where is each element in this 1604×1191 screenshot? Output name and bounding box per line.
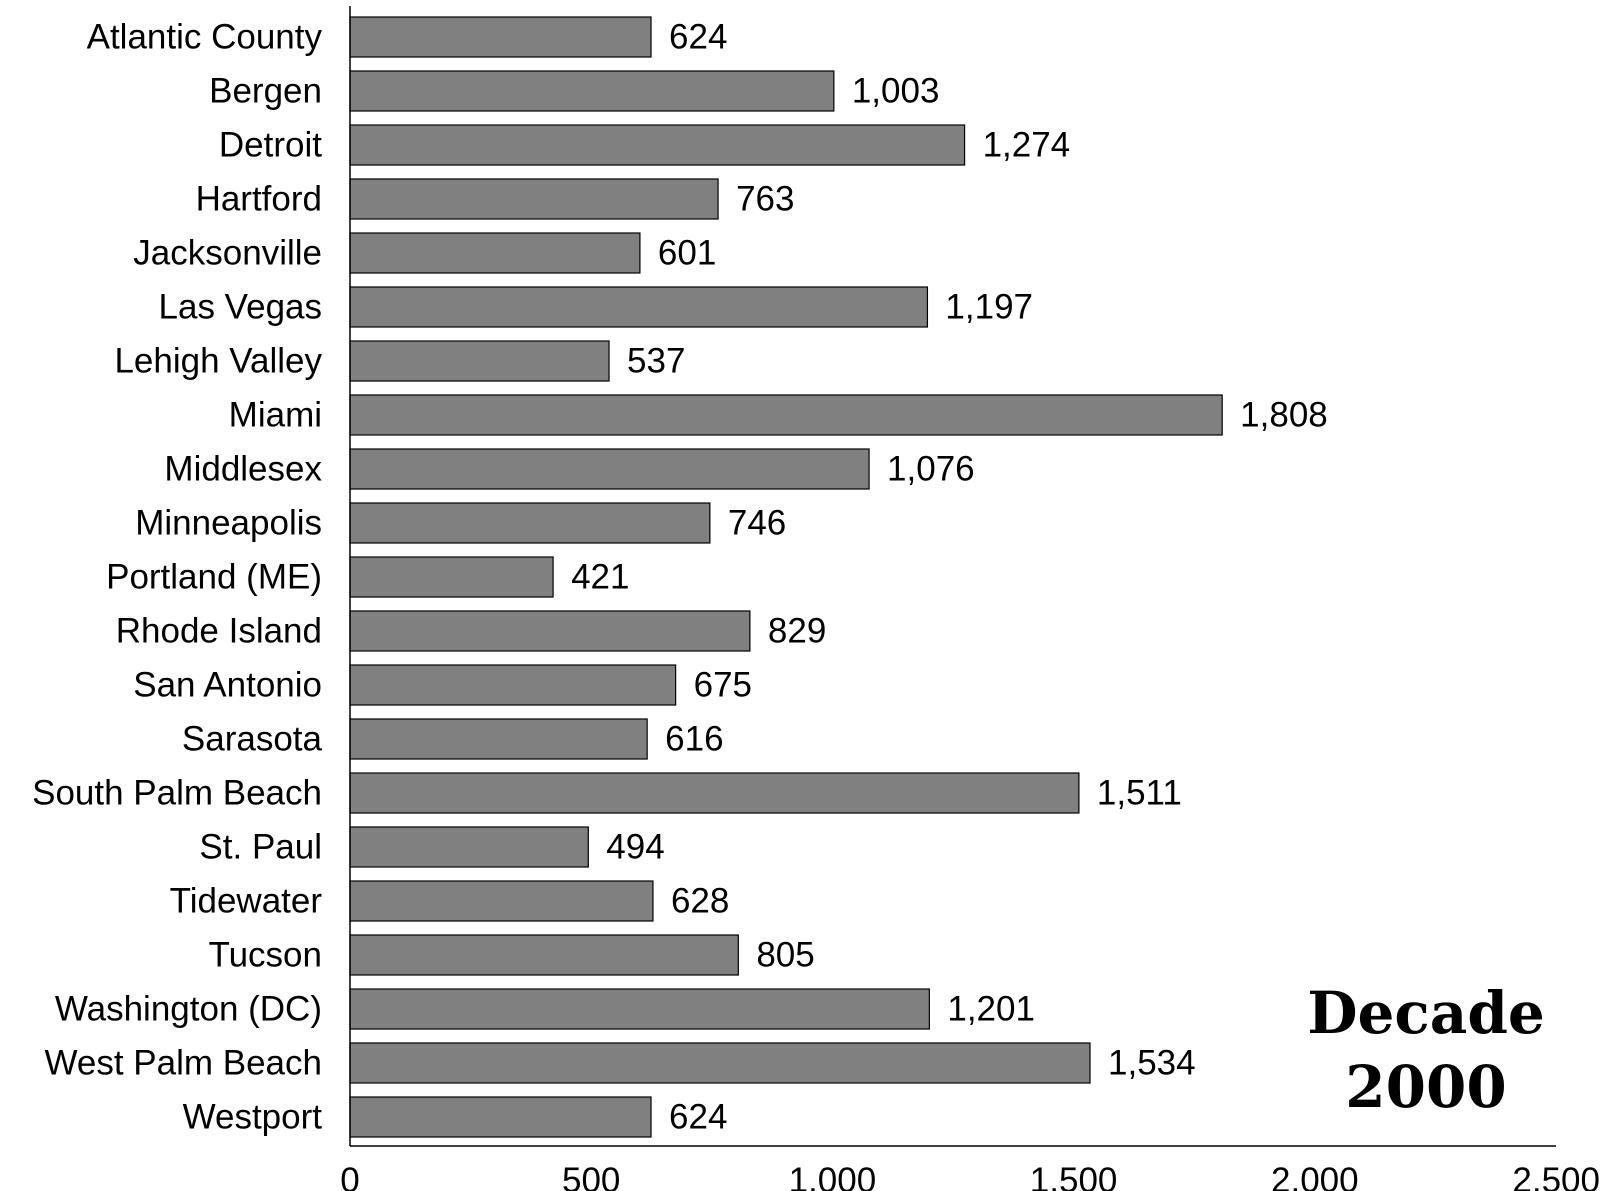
bar-19 bbox=[349, 1042, 1091, 1084]
category-label-13: Sarasota bbox=[182, 720, 323, 759]
value-label-8: 1,076 bbox=[887, 450, 975, 489]
value-label-1: 1,003 bbox=[852, 72, 940, 111]
category-label-11: Rhode Island bbox=[116, 612, 322, 651]
value-label-16: 628 bbox=[671, 882, 729, 921]
category-label-14: South Palm Beach bbox=[32, 774, 322, 813]
value-label-7: 1,808 bbox=[1240, 396, 1328, 435]
x-tick-label-4: 2,000 bbox=[1271, 1161, 1359, 1191]
bar-18 bbox=[349, 988, 930, 1030]
decade-annotation-line2: 2000 bbox=[1345, 1053, 1506, 1121]
bar-16 bbox=[349, 880, 654, 922]
bar-8 bbox=[349, 448, 870, 490]
x-tick-label-0: 0 bbox=[340, 1161, 359, 1191]
category-label-12: San Antonio bbox=[133, 666, 322, 705]
value-label-12: 675 bbox=[694, 666, 752, 705]
value-label-3: 763 bbox=[736, 180, 794, 219]
bar-17 bbox=[349, 934, 739, 976]
decade-annotation-line1: Decade bbox=[1307, 979, 1545, 1047]
category-label-10: Portland (ME) bbox=[106, 558, 322, 597]
bar-9 bbox=[349, 502, 711, 544]
bar-3 bbox=[349, 178, 719, 220]
bar-10 bbox=[349, 556, 554, 598]
category-label-4: Jacksonville bbox=[133, 234, 322, 273]
x-tick-labels-group: 0 500 1,000 1,500 2,000 2,500 bbox=[340, 1161, 1600, 1191]
x-tick-label-2: 1,000 bbox=[789, 1161, 877, 1191]
x-tick-label-3: 1,500 bbox=[1030, 1161, 1118, 1191]
value-label-18: 1,201 bbox=[947, 990, 1035, 1029]
bar-20 bbox=[349, 1096, 652, 1138]
category-label-20: Westport bbox=[183, 1098, 323, 1137]
bar-7 bbox=[349, 394, 1223, 436]
value-label-6: 537 bbox=[627, 342, 685, 381]
x-tick-label-1: 500 bbox=[562, 1161, 620, 1191]
value-label-13: 616 bbox=[665, 720, 723, 759]
bars-group bbox=[349, 16, 1223, 1138]
bar-0 bbox=[349, 16, 652, 58]
value-label-17: 805 bbox=[756, 936, 814, 975]
category-label-3: Hartford bbox=[196, 180, 322, 219]
value-label-19: 1,534 bbox=[1108, 1044, 1196, 1083]
category-labels-group: Atlantic County Bergen Detroit Hartford Jack… bbox=[32, 18, 322, 1137]
category-label-5: Las Vegas bbox=[159, 288, 322, 327]
value-label-10: 421 bbox=[571, 558, 629, 597]
value-label-4: 601 bbox=[658, 234, 716, 273]
category-label-15: St. Paul bbox=[199, 828, 322, 867]
bar-15 bbox=[349, 826, 589, 868]
bar-4 bbox=[349, 232, 641, 274]
value-label-15: 494 bbox=[606, 828, 664, 867]
category-label-0: Atlantic County bbox=[87, 18, 323, 57]
category-label-19: West Palm Beach bbox=[44, 1044, 322, 1083]
bar-12 bbox=[349, 664, 677, 706]
bar-11 bbox=[349, 610, 751, 652]
x-tick-label-5: 2,500 bbox=[1512, 1161, 1600, 1191]
category-label-2: Detroit bbox=[219, 126, 322, 165]
value-label-11: 829 bbox=[768, 612, 826, 651]
category-label-6: Lehigh Valley bbox=[114, 342, 322, 381]
bar-14 bbox=[349, 772, 1080, 814]
bar-6 bbox=[349, 340, 610, 382]
category-label-1: Bergen bbox=[209, 72, 322, 111]
bar-13 bbox=[349, 718, 648, 760]
bar-5 bbox=[349, 286, 929, 328]
value-label-14: 1,511 bbox=[1097, 774, 1182, 813]
value-label-5: 1,197 bbox=[945, 288, 1033, 327]
category-label-17: Tucson bbox=[209, 936, 322, 975]
category-label-16: Tidewater bbox=[170, 882, 323, 921]
bar-2 bbox=[349, 124, 966, 166]
value-label-2: 1,274 bbox=[983, 126, 1071, 165]
category-label-7: Miami bbox=[229, 396, 322, 435]
bar-1 bbox=[349, 70, 835, 112]
category-label-18: Washington (DC) bbox=[55, 990, 322, 1029]
value-label-0: 624 bbox=[669, 18, 727, 57]
category-label-9: Minneapolis bbox=[135, 504, 322, 543]
value-label-9: 746 bbox=[728, 504, 786, 543]
value-label-20: 624 bbox=[669, 1098, 727, 1137]
category-label-8: Middlesex bbox=[164, 450, 322, 489]
value-labels-group: 624 1,003 1,274 763 601 1,197 537 1,808 1,076 746… bbox=[571, 18, 1328, 1137]
